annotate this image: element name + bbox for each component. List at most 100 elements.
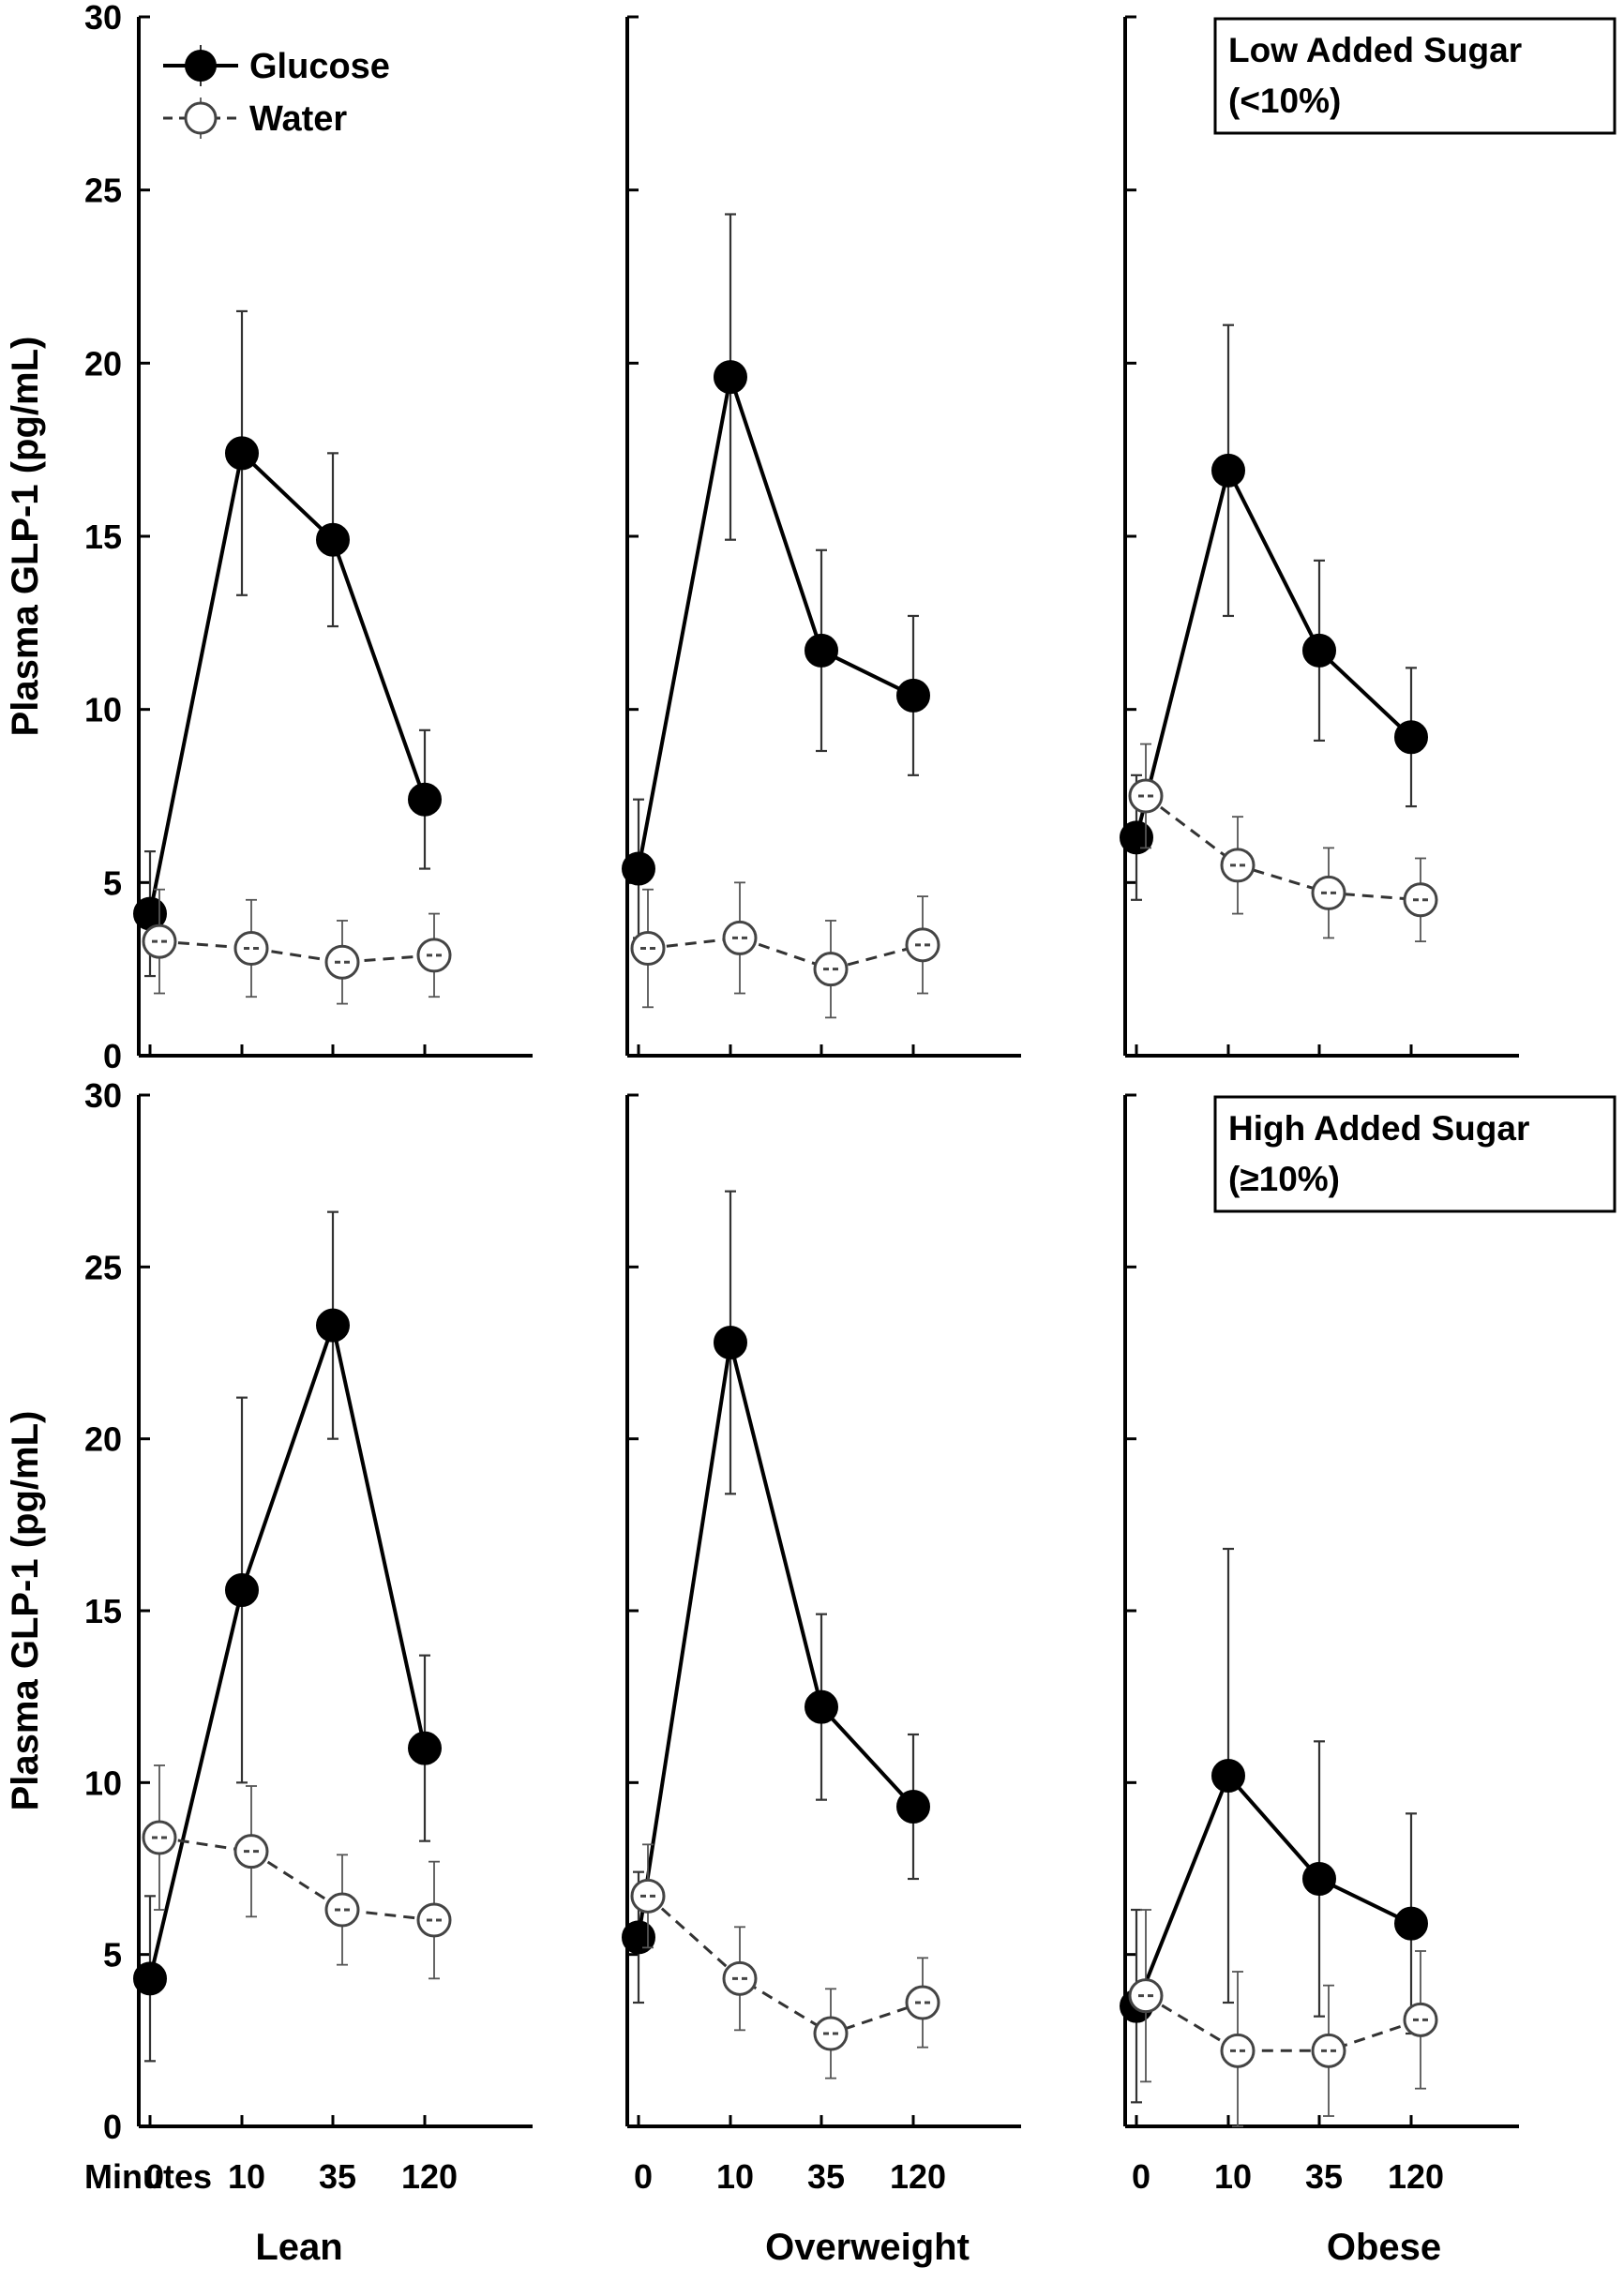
water-point — [142, 923, 177, 959]
x-tick-label: 35 — [1305, 2157, 1343, 2196]
x-tick-label: 120 — [1388, 2157, 1444, 2196]
glucose-point — [316, 1308, 350, 1343]
water-point — [722, 920, 758, 955]
x-tick-label: 120 — [401, 2157, 458, 2196]
water-point — [630, 931, 666, 967]
group-label-overweight: Overweight — [765, 2227, 970, 2268]
glucose-point — [804, 633, 838, 668]
glucose-line — [637, 369, 914, 869]
legend-label-glucose: Glucose — [249, 47, 390, 86]
axes-layer — [137, 15, 1519, 2128]
water-line — [1145, 1994, 1421, 2052]
glucose-point — [1302, 633, 1336, 668]
water-line — [158, 939, 435, 964]
water-point — [905, 927, 940, 963]
glucose-point — [714, 1326, 747, 1359]
glucose-point — [408, 1731, 442, 1765]
x-tick-label: 0 — [634, 2157, 653, 2196]
water-point — [1128, 1978, 1164, 2014]
y-tick-label: 30 — [84, 1076, 122, 1115]
water-line — [647, 936, 924, 971]
water-point — [324, 1892, 360, 1928]
water-point — [813, 2016, 849, 2051]
glucose-point — [804, 1689, 838, 1724]
water-point — [1220, 848, 1256, 883]
water-point — [1403, 2002, 1438, 2037]
glucose-point — [225, 1573, 259, 1607]
x-tick-label: 120 — [890, 2157, 946, 2196]
row-label-box — [1213, 1095, 1616, 1213]
x-tick-label: 0 — [1132, 2157, 1150, 2196]
y-tick-label: 15 — [84, 1592, 122, 1630]
glucose-point — [896, 678, 930, 713]
x-tick-label: 10 — [716, 2157, 754, 2196]
y-tick-label: 25 — [84, 1248, 122, 1286]
glucose-line — [1135, 465, 1413, 838]
glucose-line — [148, 449, 427, 914]
series-layer — [133, 213, 1438, 2127]
row-label-line: (<10%) — [1228, 82, 1341, 120]
glucose-point — [622, 1920, 655, 1955]
row-label-line: Low Added Sugar — [1228, 31, 1522, 69]
water-point — [233, 1834, 269, 1869]
glucose-point — [622, 851, 655, 886]
glucose-line — [637, 1342, 915, 1938]
water-point — [324, 944, 360, 980]
glucose-point — [1394, 1906, 1428, 1941]
water-line — [646, 1895, 924, 2035]
y-tick-label: 10 — [84, 1764, 122, 1802]
y-tick-label: 15 — [84, 518, 122, 556]
legend-water-marker — [184, 101, 218, 135]
x-tick-label: 0 — [145, 2157, 164, 2196]
row-label-line: (≥10%) — [1228, 1160, 1340, 1198]
glucose-line — [148, 1318, 427, 1979]
glucose-point — [225, 436, 259, 471]
glucose-point — [408, 782, 442, 817]
glucose-point — [896, 1790, 930, 1824]
y-axis-title: Plasma GLP-1 (pg/mL) — [5, 337, 46, 737]
glucose-point — [1120, 820, 1153, 855]
water-point — [1311, 2033, 1346, 2068]
glucose-point — [1302, 1862, 1336, 1896]
y-tick-label: 0 — [103, 1037, 122, 1075]
y-tick-label: 0 — [103, 2108, 122, 2146]
water-point — [1128, 778, 1164, 814]
glucose-point — [1211, 1759, 1245, 1793]
x-tick-label: 10 — [1214, 2157, 1252, 2196]
row-label-line: High Added Sugar — [1228, 1109, 1529, 1148]
water-point — [722, 1960, 758, 1996]
group-label-lean: Lean — [255, 2227, 342, 2268]
water-point — [813, 952, 849, 987]
y-tick-label: 25 — [84, 172, 122, 210]
water-point — [1220, 2033, 1256, 2068]
x-tick-label: 35 — [319, 2157, 356, 2196]
x-tick-label: 35 — [807, 2157, 845, 2196]
y-tick-label: 20 — [84, 1420, 122, 1459]
y-tick-label: 20 — [84, 344, 122, 383]
water-point — [142, 1820, 177, 1855]
legend-glucose-marker — [185, 50, 217, 82]
water-point — [416, 1902, 452, 1938]
water-point — [905, 1985, 940, 2020]
row-label-box — [1213, 17, 1616, 135]
y-tick-label: 30 — [84, 0, 122, 37]
water-point — [630, 1878, 666, 1914]
y-axis-title: Plasma GLP-1 (pg/mL) — [5, 1411, 46, 1811]
y-tick-label: 5 — [103, 1936, 122, 1974]
x-tick-label: 10 — [228, 2157, 265, 2196]
glucose-point — [316, 522, 350, 557]
glucose-point — [714, 360, 747, 395]
water-point — [1311, 875, 1346, 910]
x-axis-prefix: Minutes — [84, 2157, 212, 2196]
water-point — [1403, 882, 1438, 918]
glucose-point — [1394, 720, 1428, 755]
glucose-point — [133, 1961, 167, 1996]
y-tick-label: 5 — [103, 863, 122, 902]
water-point — [233, 931, 269, 967]
y-tick-label: 10 — [84, 691, 122, 729]
water-line — [158, 1836, 435, 1922]
glucose-line — [1135, 1772, 1412, 2007]
water-line — [1145, 794, 1421, 902]
